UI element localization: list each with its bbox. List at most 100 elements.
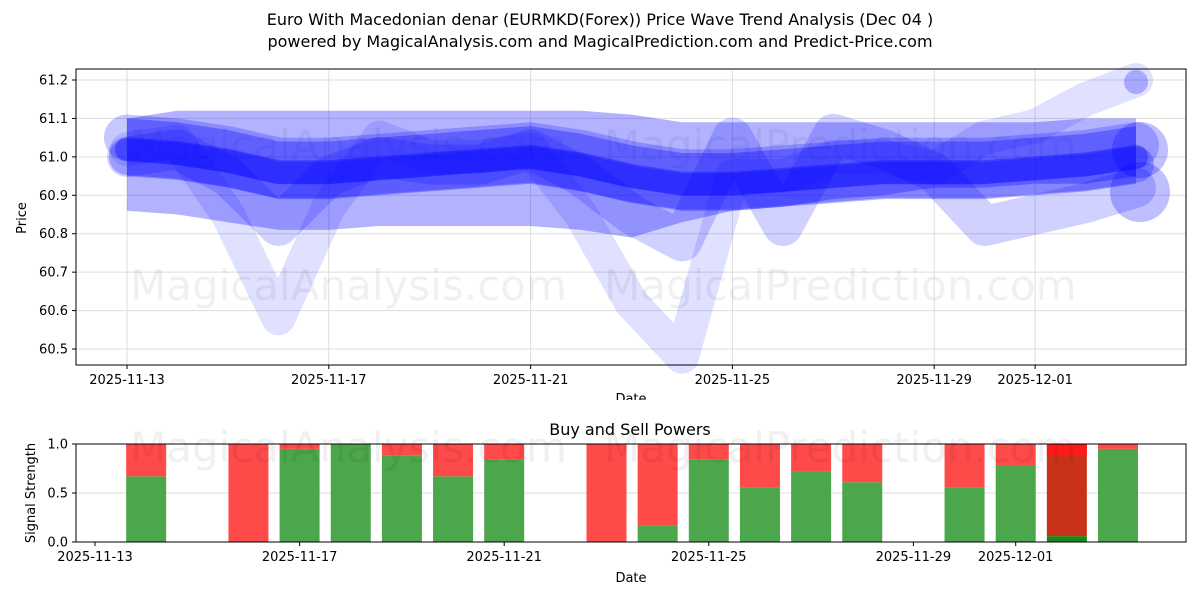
- signal-x-label: Date: [615, 571, 646, 586]
- buy-bar-segment: [1098, 448, 1138, 542]
- buy-bar-segment: [791, 471, 832, 542]
- signal-bar: [739, 444, 780, 542]
- signal-y-ticks: 0.0 0.5 1.0: [47, 438, 76, 551]
- signal-bar: [1046, 444, 1087, 542]
- sell-bar-segment: [637, 444, 678, 526]
- signal-bar: [637, 444, 678, 542]
- sell-bar-segment: [228, 444, 269, 542]
- signal-bar: [688, 444, 729, 542]
- sell-bar-segment: [791, 444, 832, 472]
- buy-bar-segment: [842, 482, 883, 542]
- price-y-tick-label: 60.7: [39, 266, 68, 281]
- price-x-tick-label: 2025-11-21: [493, 373, 569, 388]
- buy-bar-segment: [433, 476, 474, 542]
- sell-bar-segment: [995, 444, 1036, 466]
- sell-bar-segment: [126, 444, 167, 477]
- watermark-text: MagicalAnalysis.com: [130, 423, 567, 472]
- wave-inner-band: [127, 118, 1136, 211]
- sell-bar-highlight: [1046, 444, 1087, 455]
- sell-bar-segment: [1098, 444, 1138, 449]
- price-x-tick-label: 2025-11-29: [896, 373, 972, 388]
- buy-bar-segment: [279, 448, 320, 542]
- price-y-ticks: 60.5 60.6 60.7 60.8 60.9 61.0 61.1 61.2: [39, 74, 76, 358]
- sell-bar-segment: [739, 444, 780, 488]
- signal-x-tick-label: 2025-11-17: [262, 550, 338, 565]
- signal-bars: [126, 444, 1138, 542]
- sell-bar-segment: [381, 444, 422, 456]
- wave-line: [110, 63, 1153, 374]
- wave-line: [107, 113, 1156, 262]
- price-x-tick-label: 2025-11-13: [89, 373, 165, 388]
- price-wave-chart: MagicalAnalysis.com MagicalPrediction.com…: [15, 63, 1187, 400]
- signal-x-tick-label: 2025-11-25: [671, 550, 747, 565]
- signal-x-ticks: 2025-11-13 2025-11-17 2025-11-21 2025-11-25…: [57, 542, 1053, 565]
- sell-bar-segment: [279, 444, 320, 449]
- signal-bar: [842, 444, 883, 542]
- sell-bar-segment: [842, 444, 883, 483]
- wave-end-cap: [1110, 162, 1170, 222]
- signal-y-label: Signal Strength: [24, 443, 39, 543]
- price-y-tick-label: 60.5: [39, 343, 68, 358]
- buy-bar-segment: [330, 444, 371, 542]
- watermark-text: MagicalPrediction.com: [604, 261, 1077, 310]
- signal-bar: [433, 444, 474, 542]
- signal-x-tick-label: 2025-11-21: [466, 550, 542, 565]
- price-y-label: Price: [15, 202, 30, 234]
- price-grid: [76, 69, 1186, 365]
- watermark-text: MagicalAnalysis.com: [130, 121, 567, 170]
- signal-bar: [279, 444, 320, 542]
- price-y-tick-label: 60.8: [39, 227, 68, 242]
- price-axes-frame: [75, 68, 1187, 366]
- price-waves: [104, 63, 1170, 374]
- price-x-tick-label: 2025-11-25: [695, 373, 771, 388]
- watermark-text: MagicalPrediction.com: [604, 121, 1077, 170]
- signal-bar: [381, 444, 422, 542]
- wave-line: [109, 138, 1154, 210]
- sell-bar-segment: [944, 444, 985, 488]
- sell-bar-segment: [1046, 444, 1087, 537]
- wave-line: [115, 137, 1148, 196]
- signal-bar: [484, 444, 525, 542]
- price-y-tick-label: 60.6: [39, 304, 68, 319]
- buy-bar-segment: [995, 465, 1036, 542]
- buy-sell-title: Buy and Sell Powers: [549, 420, 711, 439]
- price-watermarks: MagicalAnalysis.com MagicalPrediction.com…: [130, 121, 1077, 310]
- price-x-label: Date: [615, 392, 646, 400]
- buy-bar-segment: [739, 487, 780, 542]
- price-y-tick-label: 61.1: [39, 112, 68, 127]
- signal-y-tick-label: 1.0: [47, 438, 68, 453]
- watermark-text: MagicalAnalysis.com: [130, 261, 567, 310]
- wave-band: [127, 110, 1136, 238]
- signal-bar: [330, 444, 371, 542]
- buy-bar-segment: [637, 525, 678, 542]
- wave-end-cap: [1112, 122, 1168, 178]
- price-y-tick-label: 60.9: [39, 189, 68, 204]
- sell-bar-segment: [484, 444, 525, 460]
- signal-bar: [586, 444, 627, 542]
- signal-bar: [791, 444, 832, 542]
- signal-y-tick-label: 0.5: [47, 487, 68, 502]
- signal-bar: [995, 444, 1036, 542]
- price-x-tick-label: 2025-11-17: [291, 373, 367, 388]
- sell-bar-segment: [688, 444, 729, 460]
- price-x-tick-label: 2025-12-01: [997, 373, 1073, 388]
- signal-x-tick-label: 2025-11-13: [57, 550, 133, 565]
- price-y-tick-label: 61.0: [39, 150, 68, 165]
- wave-end-cap: [1124, 70, 1148, 94]
- watermark-text: MagicalPrediction.com: [604, 423, 1077, 472]
- buy-bar-segment: [1046, 536, 1087, 542]
- sell-bar-segment: [586, 444, 627, 542]
- buy-bar-segment: [944, 487, 985, 542]
- signal-bar: [944, 444, 985, 542]
- buy-bar-segment: [688, 459, 729, 542]
- buy-bar-segment: [126, 476, 167, 542]
- buy-bar-segment: [381, 455, 422, 542]
- wave-line: [104, 114, 1159, 196]
- buy-bar-segment: [484, 459, 525, 542]
- signal-bar: [1098, 444, 1138, 542]
- chart-title: Euro With Macedonian denar (EURMKD(Forex…: [266, 10, 934, 29]
- signal-x-tick-label: 2025-11-29: [876, 550, 952, 565]
- signal-watermarks: MagicalAnalysis.com MagicalPrediction.com: [130, 423, 1077, 472]
- price-y-tick-label: 61.2: [39, 74, 68, 89]
